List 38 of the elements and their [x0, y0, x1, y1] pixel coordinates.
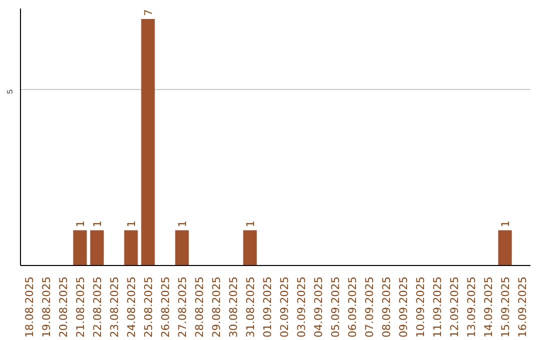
x-tick-label: 28.08.2025 [193, 276, 206, 338]
data-label: 1 [91, 220, 104, 228]
x-tick-label: 29.08.2025 [210, 276, 223, 338]
data-label: 1 [244, 220, 257, 228]
x-tick-label: 10.09.2025 [414, 276, 427, 338]
data-label: 7 [142, 9, 155, 16]
data-label: 1 [125, 220, 138, 228]
x-tick-label: 02.09.2025 [278, 276, 291, 338]
x-tick-label: 03.09.2025 [295, 276, 308, 338]
x-tick-label: 16.09.2025 [516, 276, 529, 338]
x-tick-label: 12.09.2025 [448, 276, 461, 338]
y-tick-label: 5 [6, 88, 14, 94]
x-tick-label: 15.09.2025 [499, 276, 512, 338]
x-tick-label: 27.08.2025 [176, 276, 189, 338]
x-tick-label: 24.08.2025 [125, 276, 138, 338]
data-label: 1 [176, 220, 189, 228]
x-tick-label: 30.08.2025 [227, 276, 240, 338]
x-tick-label: 07.09.2025 [363, 276, 376, 338]
x-tick-label: 05.09.2025 [329, 276, 342, 338]
x-tick-label: 31.08.2025 [244, 276, 257, 338]
x-tick-label: 09.09.2025 [397, 276, 410, 338]
x-tick-label: 13.09.2025 [465, 276, 478, 338]
x-tick-label: 20.08.2025 [57, 276, 70, 338]
x-tick-label: 08.09.2025 [380, 276, 393, 338]
x-tick-label: 22.08.2025 [91, 276, 104, 338]
x-tick-label: 25.08.2025 [142, 276, 155, 338]
x-tick-label: 23.08.2025 [108, 276, 121, 338]
x-tick-label: 01.09.2025 [261, 276, 274, 338]
x-tick-label: 19.08.2025 [40, 276, 53, 338]
x-tick-label: 21.08.2025 [74, 276, 87, 338]
x-tick-label: 04.09.2025 [312, 276, 325, 338]
x-tick-label: 06.09.2025 [346, 276, 359, 338]
x-tick-label: 11.09.2025 [431, 276, 444, 338]
x-tick-label: 26.08.2025 [159, 276, 172, 338]
data-label: 1 [74, 220, 87, 228]
data-label: 1 [499, 220, 512, 228]
x-tick-label: 18.08.2025 [23, 276, 36, 338]
x-tick-label: 14.09.2025 [482, 276, 495, 338]
